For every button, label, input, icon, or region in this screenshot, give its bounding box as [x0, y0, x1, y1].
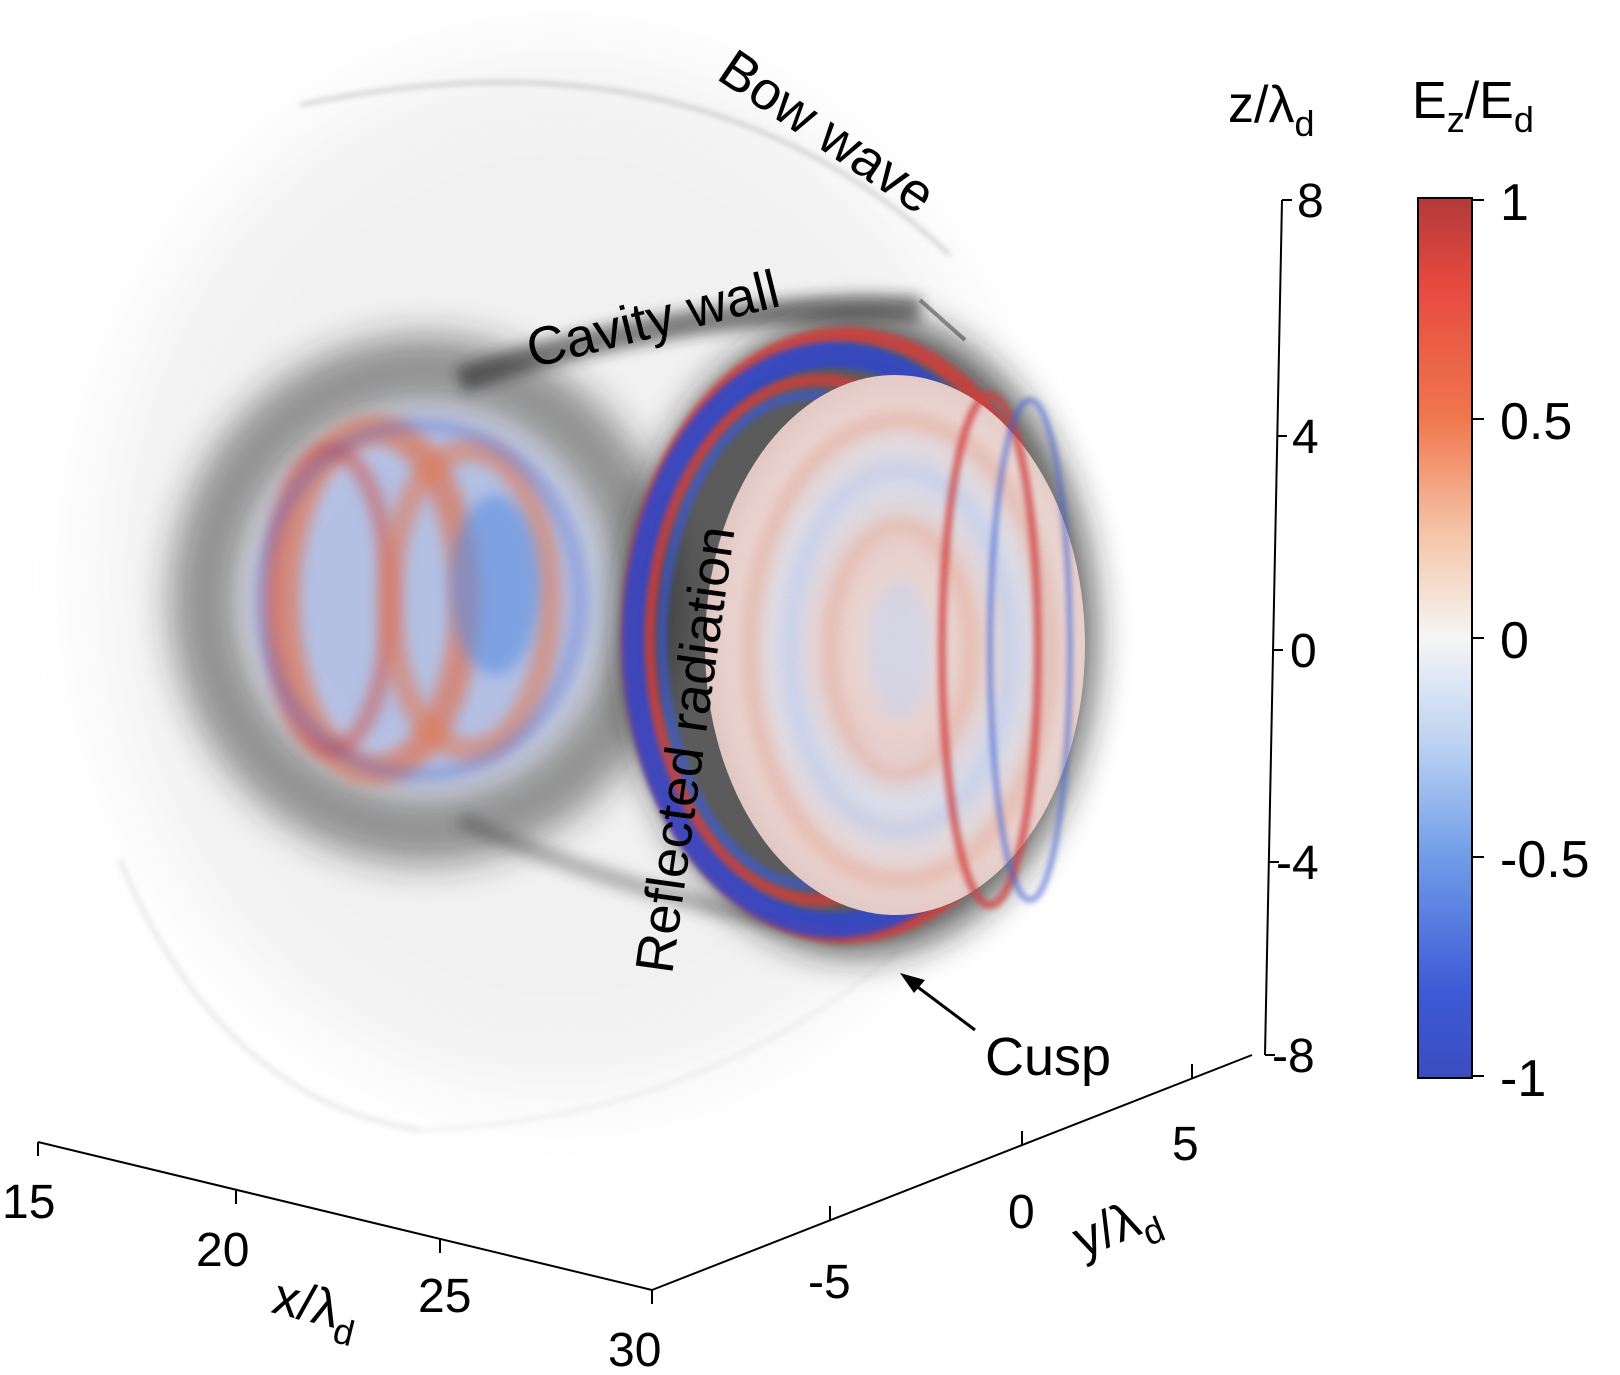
y-tick: 5 [1172, 1118, 1199, 1171]
x-tick: 30 [608, 1324, 661, 1375]
colorbar-tick: 0 [1500, 612, 1529, 670]
colorbar-tick: -0.5 [1500, 831, 1590, 889]
z-tick: 0 [1290, 625, 1317, 678]
z-tick: 4 [1292, 411, 1319, 464]
z-tick: -4 [1276, 837, 1319, 890]
colorbar-title-sub-2: d [1514, 99, 1534, 140]
x-tick: 15 [2, 1176, 55, 1229]
colorbar-title-main-1: E [1412, 72, 1447, 130]
colorbar-title: Ez/Ed [1412, 72, 1534, 140]
y-axis-label-main: y/λ [1065, 1190, 1148, 1269]
y-axis: -5 0 5 y/λd [651, 1054, 1253, 1309]
colorbar-tick: -1 [1500, 1050, 1546, 1108]
z-tick: -8 [1272, 1030, 1315, 1083]
cusp-label: Cusp [985, 1027, 1111, 1087]
z-axis-label-main: z/λ [1228, 76, 1294, 134]
z-axis-label: z/λd [1228, 76, 1314, 144]
y-axis-label: y/λd [1065, 1183, 1171, 1278]
colorbar-title-sub-1: z [1447, 99, 1465, 140]
z-axis: 8 4 0 -4 -8 z/λd [1228, 76, 1324, 1083]
colorbar-gradient [1417, 197, 1473, 1079]
z-tick: 8 [1297, 175, 1324, 228]
y-tick: -5 [808, 1256, 851, 1309]
x-axis: 15 20 25 30 x/λd [2, 1141, 661, 1375]
colorbar: 1 0.5 0 -0.5 -1 Ez/Ed [1412, 72, 1590, 1108]
x-tick: 25 [418, 1270, 471, 1323]
x-tick: 20 [196, 1224, 249, 1277]
colorbar-title-main-2: /E [1465, 72, 1514, 130]
x-axis-label: x/λd [265, 1267, 365, 1354]
y-tick: 0 [1008, 1186, 1035, 1239]
front-disk [622, 315, 1095, 955]
cusp-arrow [900, 973, 976, 1032]
colorbar-tick: 0.5 [1500, 393, 1572, 451]
z-axis-label-sub: d [1294, 103, 1314, 144]
rear-cavity [170, 335, 680, 865]
colorbar-tick: 1 [1500, 174, 1529, 232]
